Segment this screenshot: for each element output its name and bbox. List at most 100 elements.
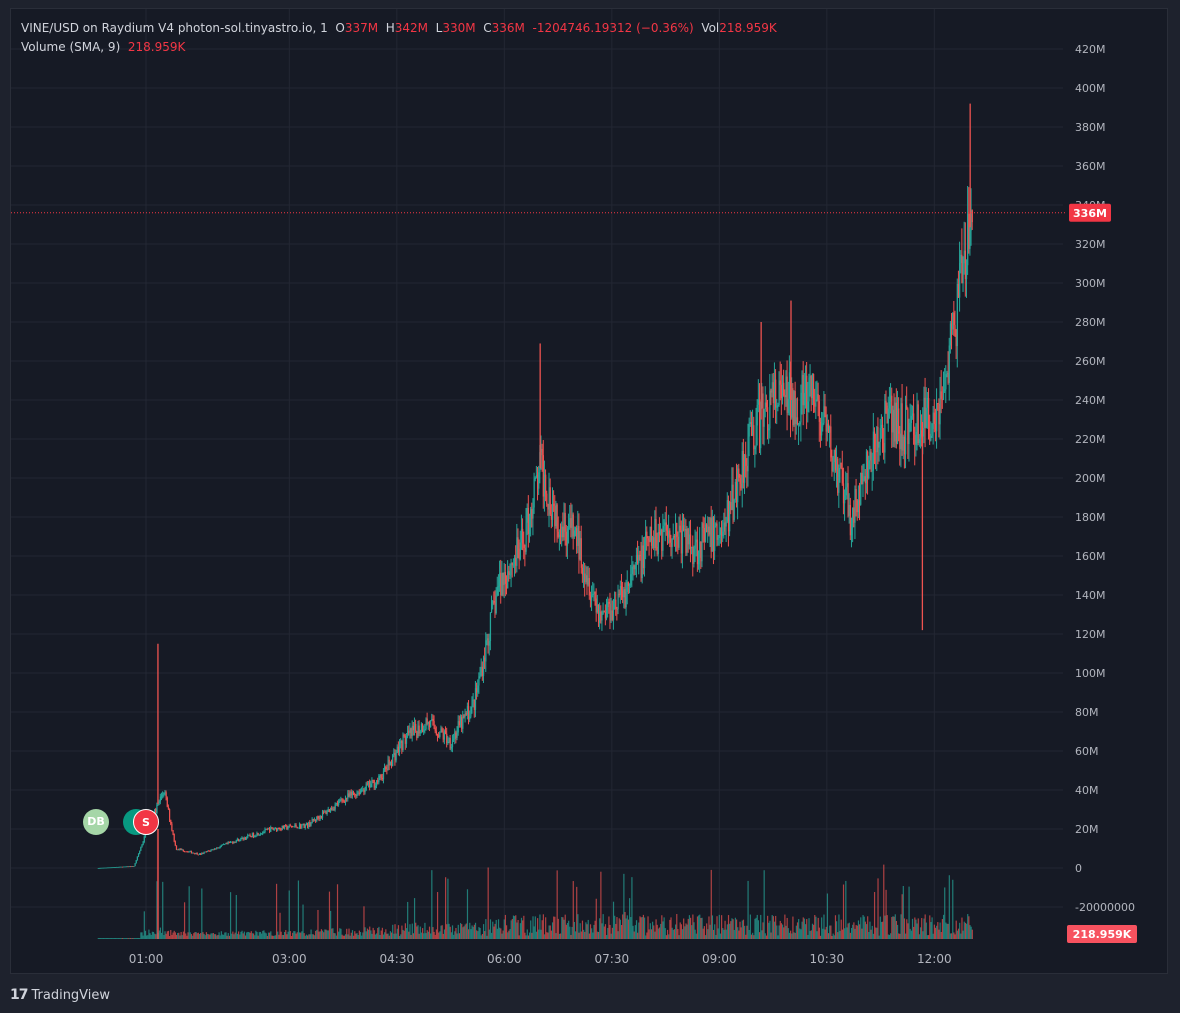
candle-body bbox=[528, 527, 531, 535]
volume-bar bbox=[162, 881, 164, 939]
volume-bar bbox=[320, 929, 323, 939]
candle-body bbox=[924, 397, 926, 428]
candle-body bbox=[687, 528, 689, 545]
volume-bar bbox=[505, 925, 508, 939]
volume-bar bbox=[284, 932, 286, 939]
candle-body bbox=[300, 824, 302, 829]
candle-body bbox=[441, 728, 443, 733]
candle-body bbox=[164, 792, 166, 794]
candle-body bbox=[169, 809, 171, 820]
volume-bar bbox=[455, 927, 457, 939]
volume-bar bbox=[146, 935, 148, 939]
candle-body bbox=[938, 403, 940, 425]
candle-body bbox=[548, 487, 550, 510]
volume-bar bbox=[233, 934, 235, 939]
candle-body bbox=[679, 525, 681, 531]
candle-body bbox=[392, 755, 394, 767]
candle-body bbox=[198, 853, 201, 855]
candle-body bbox=[456, 732, 458, 738]
candle-body bbox=[110, 867, 112, 869]
volume-bar bbox=[675, 924, 677, 939]
volume-bar bbox=[410, 934, 412, 939]
candle-body bbox=[664, 522, 666, 526]
volume-bar bbox=[903, 918, 906, 939]
volume-legend-label[interactable]: Volume (SMA, 9) bbox=[21, 40, 121, 54]
volume-bar bbox=[606, 934, 608, 939]
candle-body bbox=[961, 254, 963, 284]
candle-body bbox=[342, 800, 344, 802]
volume-bar bbox=[311, 934, 313, 939]
candle-body bbox=[599, 611, 601, 623]
candle-body bbox=[558, 534, 561, 537]
candle-body bbox=[791, 388, 793, 418]
volume-bar bbox=[474, 922, 477, 939]
candle-body bbox=[549, 487, 551, 515]
volume-bar bbox=[435, 929, 438, 939]
volume-bar bbox=[666, 929, 669, 939]
candle-body bbox=[270, 827, 272, 832]
volume-bar bbox=[251, 933, 254, 939]
low-value: 330M bbox=[442, 21, 476, 35]
candle-body bbox=[856, 500, 858, 513]
price-chart[interactable]: 420M400M380M360M340M320M300M280M260M240M… bbox=[11, 9, 1167, 973]
volume-bar bbox=[293, 931, 295, 939]
candle-body bbox=[695, 539, 697, 543]
volume-bar bbox=[404, 923, 406, 939]
candle-body bbox=[114, 867, 117, 868]
volume-bar bbox=[702, 928, 704, 939]
volume-bar bbox=[545, 917, 547, 939]
volume-bar bbox=[141, 932, 143, 939]
candle-body bbox=[224, 844, 226, 845]
volume-bar bbox=[806, 919, 808, 939]
volume-bar bbox=[142, 935, 144, 939]
candle-body bbox=[630, 574, 632, 586]
candle-body bbox=[748, 424, 750, 437]
candle-body bbox=[903, 436, 906, 455]
volume-bar bbox=[693, 922, 695, 939]
volume-bar bbox=[428, 926, 431, 939]
volume-bar bbox=[371, 933, 373, 939]
candle-body bbox=[410, 728, 412, 736]
volume-bar bbox=[179, 935, 181, 939]
sell-marker[interactable]: S bbox=[133, 809, 159, 835]
candle-body bbox=[534, 477, 536, 480]
volume-bar bbox=[562, 917, 564, 939]
candle-body bbox=[953, 312, 955, 325]
volume-bar bbox=[205, 932, 208, 939]
candle-body bbox=[220, 845, 222, 847]
symbol-title[interactable]: VINE/USD on Raydium V4 photon-sol.tinyas… bbox=[21, 21, 328, 35]
candle-body bbox=[166, 797, 168, 807]
candle-body bbox=[481, 666, 484, 676]
db-marker[interactable]: DB bbox=[83, 809, 109, 835]
volume-bar bbox=[716, 916, 718, 939]
candle-body bbox=[799, 422, 801, 425]
candle-body bbox=[251, 833, 254, 838]
volume-bar bbox=[204, 935, 206, 939]
volume-bar bbox=[256, 932, 258, 939]
candle-body bbox=[141, 844, 143, 848]
candle-body bbox=[886, 405, 888, 424]
candle-body bbox=[570, 518, 572, 528]
candle-body bbox=[188, 851, 190, 853]
volume-bar bbox=[747, 880, 749, 939]
candle-body bbox=[450, 747, 452, 749]
candle-body bbox=[905, 405, 907, 455]
volume-bar bbox=[446, 924, 448, 939]
volume-bar bbox=[712, 929, 715, 939]
volume-bar bbox=[354, 931, 356, 939]
brand-name[interactable]: TradingView bbox=[31, 987, 111, 1003]
volume-bar bbox=[139, 938, 141, 939]
candle-body bbox=[543, 474, 546, 497]
volume-bar bbox=[295, 933, 297, 939]
candle-body bbox=[643, 550, 646, 569]
volume-bar bbox=[550, 930, 553, 939]
candle-body bbox=[833, 449, 835, 463]
volume-bar bbox=[911, 918, 914, 939]
candle-body bbox=[173, 833, 175, 842]
tradingview-logo-icon[interactable]: 17 bbox=[10, 987, 29, 1003]
candle-body bbox=[434, 728, 436, 732]
candle-body bbox=[948, 345, 950, 383]
volume-bar bbox=[650, 929, 653, 939]
volume-bar bbox=[348, 928, 350, 939]
candle-body bbox=[576, 528, 578, 546]
